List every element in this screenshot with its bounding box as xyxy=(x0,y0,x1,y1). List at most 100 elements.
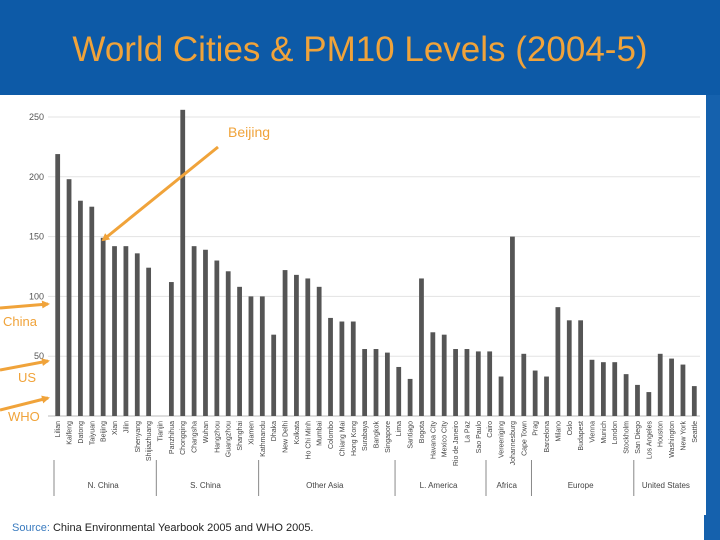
y-tick-label: 100 xyxy=(29,291,44,301)
bar xyxy=(407,378,413,416)
bar xyxy=(544,376,549,416)
x-tick-label: Hangzhou xyxy=(214,421,221,453)
bar xyxy=(691,386,697,416)
bar xyxy=(612,362,618,416)
x-tick-label: Kaifeng xyxy=(67,421,74,445)
bar xyxy=(396,366,402,416)
bar xyxy=(475,351,481,416)
x-tick-label: Shijiazhuang xyxy=(146,421,153,461)
y-tick-labels: 50 100 150 200 250 xyxy=(29,112,44,361)
x-tick-label: Tianjin xyxy=(158,421,165,441)
bar xyxy=(578,320,584,416)
bar xyxy=(203,249,208,416)
x-tick-label: Guangzhou xyxy=(226,421,233,457)
bar xyxy=(214,260,220,416)
bar xyxy=(419,278,424,416)
x-tick-label: Barcelona xyxy=(544,421,551,453)
x-tick-label: Singapore xyxy=(385,421,392,453)
x-tick-label: Kathmandu xyxy=(260,421,267,457)
group-label: L. America xyxy=(420,481,458,490)
x-tick-label: Xian xyxy=(112,421,119,435)
y-tick-label: 250 xyxy=(29,112,44,122)
who-arrow xyxy=(0,395,50,412)
bar xyxy=(339,321,345,416)
slide-title: World Cities & PM10 Levels (2004-5) xyxy=(72,30,648,69)
bar xyxy=(123,246,129,416)
bar xyxy=(180,109,186,416)
x-tick-label: Stockholm xyxy=(624,421,631,454)
x-tick-label: Datong xyxy=(78,421,85,444)
x-tick-label: Cape Town xyxy=(521,421,528,456)
bar xyxy=(600,362,606,416)
y-tick-label: 50 xyxy=(34,351,44,361)
bar xyxy=(89,206,95,416)
x-tick-label: Jilin xyxy=(123,421,130,433)
bar xyxy=(669,358,674,416)
x-tick-label: Colombo xyxy=(328,421,335,449)
bar xyxy=(521,353,527,416)
x-tick-label: Sao Paulo xyxy=(476,421,483,453)
source-prefix: Source: xyxy=(12,522,50,534)
bar xyxy=(657,353,663,416)
bar xyxy=(237,286,242,416)
x-tick-label: Mexico City xyxy=(442,421,449,458)
x-tick-labels: Lilian Kaifeng Datong Taiyuan Beijing Xian Jil… xyxy=(55,421,699,467)
bar xyxy=(566,320,572,416)
group-label: Europe xyxy=(568,481,594,490)
group-label: N. China xyxy=(88,481,120,490)
x-tick-label: Wuhan xyxy=(203,421,210,443)
x-tick-label: Chongqing xyxy=(180,421,187,455)
bar xyxy=(510,236,515,416)
x-tick-label: Washington xyxy=(669,421,676,458)
bar xyxy=(373,349,379,416)
bar xyxy=(646,392,652,416)
x-tick-label: New York xyxy=(680,421,687,451)
bar xyxy=(453,349,458,416)
decorative-stripe xyxy=(704,95,720,540)
x-tick-label: Ho Chi Minh xyxy=(305,421,312,460)
bar xyxy=(305,278,311,416)
bar xyxy=(259,296,265,416)
x-tick-label: La Paz xyxy=(464,421,471,443)
group-label: Other Asia xyxy=(306,481,344,490)
bar xyxy=(384,352,390,416)
y-tick-label: 150 xyxy=(29,232,44,242)
x-tick-label: Los Angeles xyxy=(646,421,653,460)
bar xyxy=(532,370,538,416)
group-label: S. China xyxy=(190,481,221,490)
bar xyxy=(100,237,106,416)
bar xyxy=(350,321,356,416)
x-tick-label: Panzhihua xyxy=(169,421,176,454)
bar xyxy=(498,376,504,416)
source-footnote: Source: China Environmental Yearbook 200… xyxy=(12,522,314,534)
us-label: US xyxy=(18,370,36,385)
x-tick-label: Bangkok xyxy=(374,421,381,449)
bar xyxy=(441,334,447,416)
us-arrow xyxy=(0,358,50,372)
beijing-label: Beijing xyxy=(228,124,270,140)
bar xyxy=(134,253,140,416)
group-label: United States xyxy=(642,481,690,490)
x-tick-label: Bogota xyxy=(419,421,426,443)
region-groups: N. China S. China Other Asia L. America Afri… xyxy=(53,460,690,496)
bar xyxy=(146,267,152,416)
bar xyxy=(362,349,368,416)
group-label: Africa xyxy=(497,481,518,490)
bar xyxy=(282,270,288,416)
bar xyxy=(78,200,83,416)
bar xyxy=(430,332,436,416)
bars xyxy=(55,109,697,417)
x-tick-label: Cairo xyxy=(487,421,494,438)
bar xyxy=(623,374,629,416)
bar xyxy=(487,351,493,416)
x-tick-label: Havana City xyxy=(430,421,437,460)
x-tick-label: Lilian xyxy=(55,421,62,437)
x-tick-label: Rio de Janeiro xyxy=(453,421,460,466)
x-tick-label: Milano xyxy=(555,421,562,442)
bar xyxy=(225,271,231,416)
bar xyxy=(271,334,277,416)
x-tick-label: London xyxy=(612,421,619,444)
bar xyxy=(316,286,322,416)
x-tick-label: Surabaya xyxy=(362,421,369,451)
